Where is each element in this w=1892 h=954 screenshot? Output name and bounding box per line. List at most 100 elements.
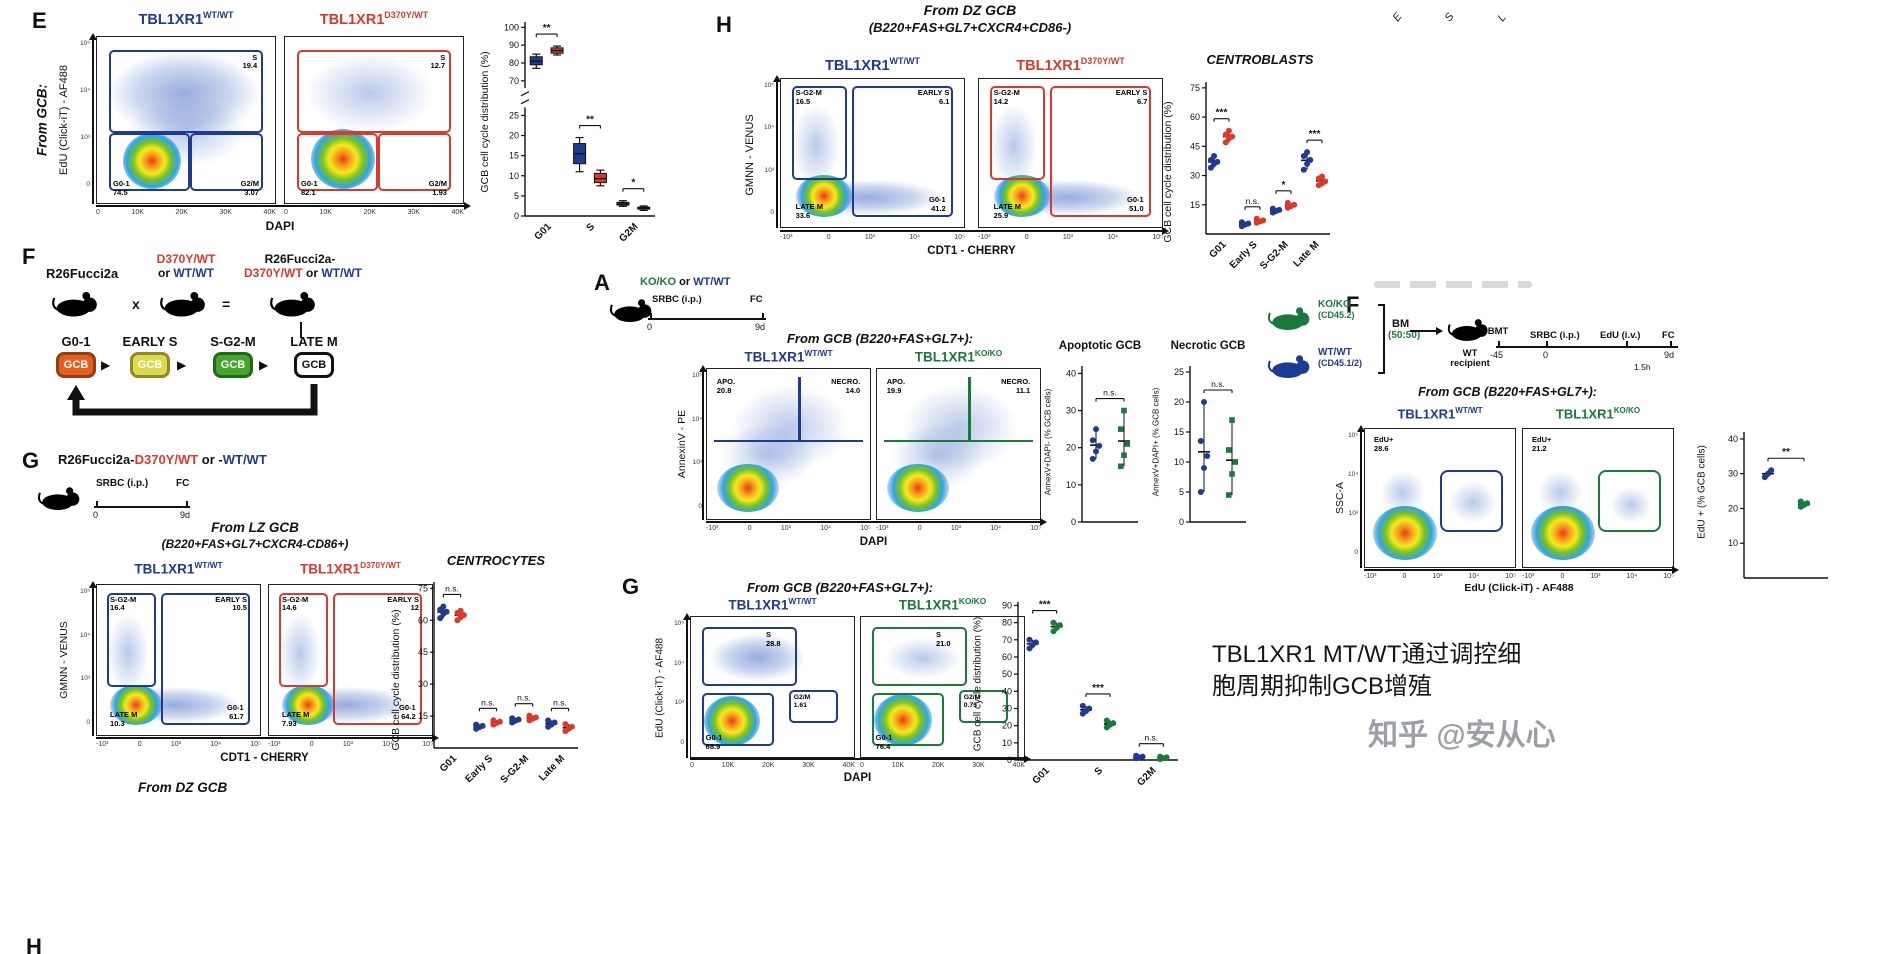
- gate-label-g2m: G2/M 1.61: [794, 694, 811, 710]
- gate-name: G2/M: [240, 179, 259, 189]
- x-axis-arrow: [1364, 566, 1679, 573]
- edu-label: EdU (i.v.): [1600, 330, 1641, 341]
- gate-label-late-m: LATE M 10.3: [110, 710, 138, 729]
- gate-value: 3.07: [244, 188, 259, 198]
- gate-label-g2m: G2/M 3.07: [240, 179, 259, 198]
- gate-name: LATE M: [110, 710, 138, 720]
- svg-text:n.s.: n.s.: [1103, 388, 1117, 398]
- x-tick-labels: -10³ 0 10³ 10⁴ 10⁵: [268, 741, 433, 748]
- gate-name: NECRO.: [1001, 377, 1031, 386]
- svg-text:S-G2-M: S-G2-M: [1258, 239, 1291, 272]
- gate-name: G0-1: [705, 732, 723, 742]
- or-text: or: [158, 266, 174, 280]
- g-mid-chart: 0 10 20 30 40 50 60 70 80 90 G01 *** S *** G2M n.s.: [1002, 600, 1178, 788]
- gate-label-sg2m: S-G2-M 16.5: [795, 88, 822, 107]
- centrocytes-yaxis-label: GCB cell cycle distribution (%): [390, 609, 402, 751]
- svg-text:15: 15: [418, 711, 428, 721]
- wt-text: WT/WT: [222, 452, 267, 467]
- gate-sg2m: [989, 86, 1045, 180]
- gate-value: 14.6: [282, 603, 297, 613]
- svg-text:5: 5: [1179, 487, 1184, 497]
- timeline-t0: 0: [1543, 350, 1549, 360]
- plot-title-mut: TBL1XR1D370Y/WT: [268, 560, 433, 577]
- gate-label-s: S 21.0: [935, 630, 951, 649]
- bmt-arrow: [1410, 327, 1443, 334]
- gate-right: [852, 86, 953, 217]
- svg-text:S: S: [1093, 765, 1106, 778]
- plot-title-wt: TBL1XR1WT/WT: [706, 348, 871, 365]
- panel-h-bottom-label: H: [26, 934, 42, 954]
- density-core: [123, 133, 181, 189]
- svg-text:30: 30: [418, 679, 428, 689]
- gate-name: G0-1: [875, 732, 893, 742]
- gate-value: 19.4: [242, 61, 258, 71]
- panel-e-label: E: [32, 8, 47, 33]
- gate-name: EdU+: [1532, 434, 1552, 444]
- necrotic-yaxis-label: AnnexV+DAPI+ (% GCB cells): [1151, 387, 1161, 497]
- density-cloud: [1610, 486, 1652, 523]
- gate-label-s: S 28.8: [766, 630, 781, 649]
- svg-text:**: **: [586, 115, 594, 126]
- flow-plot-annexin-ko: APO. 19.9 NECRO. 11.1: [876, 368, 1041, 520]
- y-tick-labels: 10⁵ 10⁴ 10³ 0: [763, 82, 774, 216]
- svg-text:20: 20: [1066, 443, 1076, 453]
- svg-text:50: 50: [1002, 669, 1012, 679]
- or-text: or -: [198, 452, 223, 467]
- stage-label-late-m: LATE M: [290, 334, 338, 349]
- cross-symbol: x: [132, 296, 140, 312]
- density-core: [993, 174, 1050, 217]
- gate-hline: [883, 439, 1034, 442]
- svg-text:60: 60: [418, 615, 428, 625]
- gate-g01: [109, 133, 190, 192]
- x-axis-title: DAPI: [859, 536, 888, 548]
- gate-name: APO.: [886, 377, 906, 386]
- mouse-icon: [268, 284, 322, 322]
- caption-line1: TBL1XR1 MT/WT通过调控细: [1212, 641, 1522, 668]
- svg-text:0: 0: [1007, 755, 1012, 765]
- svg-text:15: 15: [509, 151, 519, 161]
- svg-text:90: 90: [1002, 600, 1012, 610]
- svg-text:60: 60: [1190, 112, 1200, 122]
- timeline-t0: 0: [93, 510, 99, 520]
- gate-vline: [798, 376, 801, 440]
- gate-label-late-m: LATE M 7.93: [282, 710, 309, 729]
- panel-g-mid-label: G: [622, 574, 640, 599]
- flow-plot-edu-chimera-ko: EdU+ 21.2: [1522, 428, 1674, 568]
- gate-value: 28.6: [1374, 443, 1389, 453]
- gene-name: TBL1XR1: [914, 349, 975, 365]
- x-axis-title: EdU (Click-iT) - AF488: [1464, 582, 1574, 594]
- density-cloud: [109, 51, 259, 136]
- gate-name: S-G2-M: [795, 88, 822, 98]
- gate-label-g01: G0-1 41.2: [929, 195, 946, 214]
- e-boxplot-chart: 100 90 80 70 25 20 15 10 5 0 G01 ** S ** G2M *: [504, 22, 655, 244]
- cropped-axis-label: E: [1390, 10, 1405, 24]
- svg-text:n.s.: n.s.: [1246, 196, 1260, 206]
- f-right-yaxis-label: SSC-A: [1334, 481, 1346, 515]
- mut-text: D370Y/WT: [134, 452, 199, 467]
- density-core: [886, 463, 949, 512]
- gate-name: S: [935, 630, 941, 639]
- gene-name: TBL1XR1: [728, 597, 789, 613]
- srbc-label: SRBC (i.p.): [1530, 330, 1580, 341]
- gene-name: TBL1XR1: [825, 57, 890, 74]
- svg-text:***: ***: [1092, 683, 1104, 694]
- x-tick-labels: 0 10K 20K 30K 40K: [96, 209, 276, 216]
- svg-text:30: 30: [1002, 703, 1012, 713]
- y-tick-labels: 10⁵ 10⁴ 10³ 0: [673, 620, 684, 746]
- plot-title-ko: TBL1XR1KO/KO: [1522, 406, 1674, 421]
- connector-line: [300, 322, 302, 338]
- gate-right: [160, 592, 251, 725]
- centrocytes-title: CENTROCYTES: [446, 553, 546, 568]
- density-cloud: [989, 102, 1038, 189]
- genotype: D370Y/WT: [360, 560, 401, 570]
- density-cloud: [731, 384, 849, 471]
- arrow-icon: ▶: [259, 358, 269, 372]
- svg-text:80: 80: [1002, 618, 1012, 628]
- gate-label-g01: G0-1 82.1: [301, 179, 318, 198]
- svg-text:75: 75: [1190, 83, 1200, 93]
- gene-name: TBL1XR1: [744, 349, 805, 365]
- gate-label-early-s: EARLY S 12: [387, 595, 419, 614]
- genotype: WT/WT: [1455, 406, 1483, 415]
- gate-label-edu: EdU+ 28.6: [1374, 435, 1393, 454]
- centroblasts-chart: 15 30 45 60 75 G01 *** Early S n.s. S-G2-M * Late M…: [1190, 82, 1330, 272]
